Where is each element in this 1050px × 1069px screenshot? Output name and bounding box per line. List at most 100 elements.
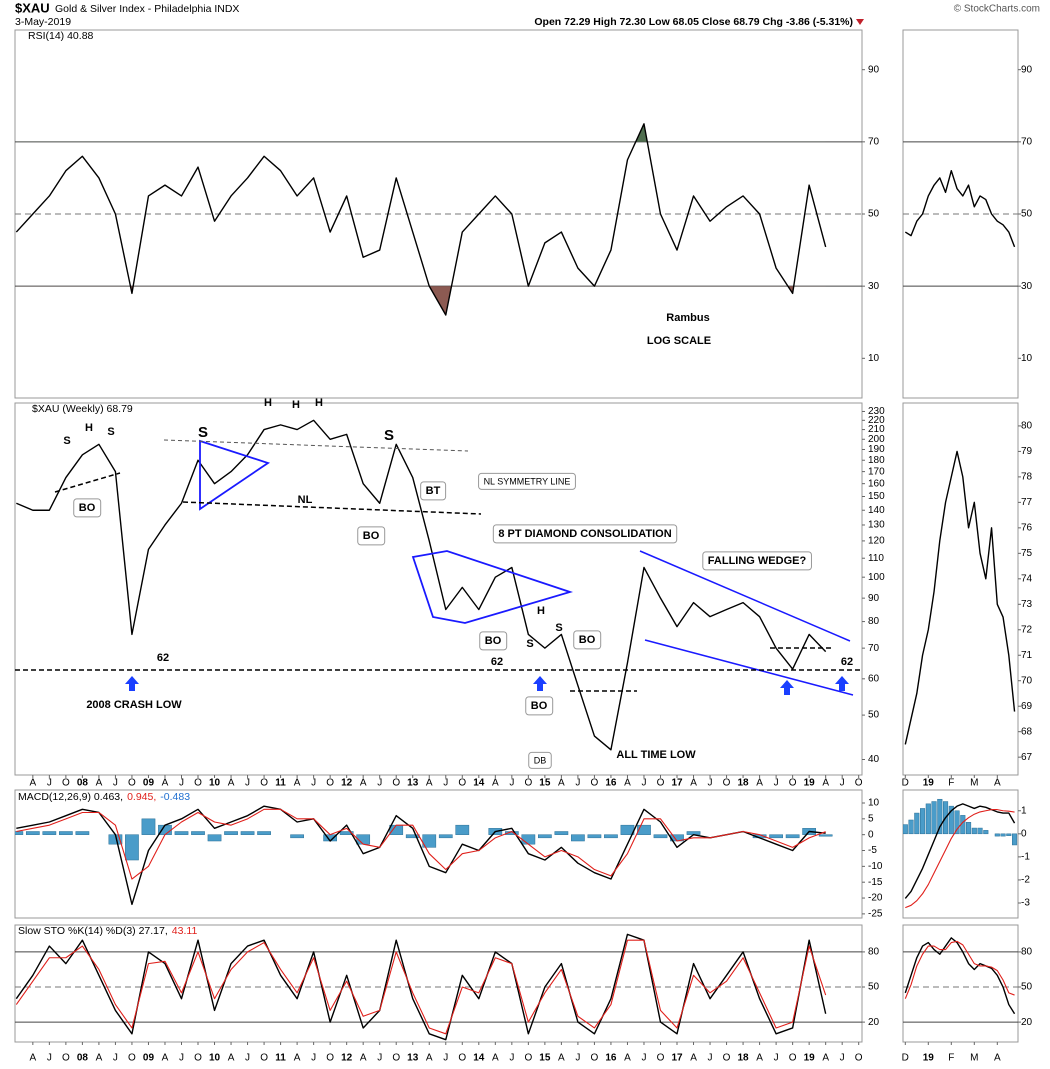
plot-area <box>15 933 827 1041</box>
y-tick-label: 160 <box>868 478 885 489</box>
x-tick-label: F <box>948 778 954 789</box>
y-tick-label: 70 <box>868 643 880 654</box>
y-tick-label: 80 <box>868 947 880 958</box>
histogram-bar <box>75 831 90 835</box>
annotation: S <box>198 424 208 441</box>
blue-arrow <box>125 676 139 691</box>
annotation: 8 PT DIAMOND CONSOLIDATION <box>498 528 671 540</box>
y-tick-label: 110 <box>868 553 884 564</box>
x-tick-label: 13 <box>407 778 419 789</box>
y-tick-label: 130 <box>868 520 885 531</box>
x-tick-label: J <box>47 778 52 789</box>
x-tick-label: 09 <box>143 778 155 789</box>
y-tick-label: 77 <box>1021 497 1033 508</box>
histogram-bar <box>769 834 783 839</box>
histogram-bar <box>604 834 618 839</box>
x-tick-label: O <box>458 1053 466 1064</box>
y-tick-label: 68 <box>1021 726 1033 737</box>
blue-arrow <box>533 676 547 691</box>
x-tick-label: 18 <box>738 1053 750 1064</box>
y-tick-label: 100 <box>868 572 885 583</box>
series-line <box>905 809 1015 909</box>
histogram-bar <box>224 831 238 835</box>
histogram-bar <box>42 831 57 835</box>
y-tick-label: 0 <box>868 829 874 840</box>
x-tick-label: O <box>855 778 863 789</box>
annotation: 2008 CRASH LOW <box>86 699 182 711</box>
x-tick-label: O <box>194 1053 202 1064</box>
histogram-bar <box>954 810 960 835</box>
y-tick-label: 80 <box>868 616 880 627</box>
x-tick-label: A <box>822 778 829 789</box>
annotation: NL SYMMETRY LINE <box>484 476 571 486</box>
x-tick-label: O <box>194 778 202 789</box>
x-tick-label: A <box>558 1053 565 1064</box>
x-tick-label: O <box>855 1053 863 1064</box>
histogram-bar <box>191 831 205 835</box>
x-tick-label: 15 <box>539 1053 551 1064</box>
x-tick-label: 14 <box>473 778 485 789</box>
x-tick-label: O <box>392 1053 400 1064</box>
y-tick-label: 120 <box>868 536 885 547</box>
x-tick-label: A <box>756 778 763 789</box>
x-tick-label: 10 <box>209 778 221 789</box>
annotation: H <box>292 399 300 411</box>
x-tick-label: J <box>840 1053 845 1064</box>
x-tick-label: A <box>994 1053 1001 1064</box>
y-tick-label: 180 <box>868 455 885 466</box>
x-tick-label: 16 <box>605 778 617 789</box>
annotation: S <box>384 427 394 444</box>
x-tick-label: J <box>509 1053 514 1064</box>
x-tick-label: A <box>624 1053 631 1064</box>
wedge-upper <box>639 550 851 642</box>
series-line <box>16 805 826 906</box>
plot-area <box>903 798 1018 909</box>
index-name: Gold & Silver Index - Philadelphia INDX <box>55 3 239 15</box>
x-tick-label: A <box>756 1053 763 1064</box>
y-tick-label: 40 <box>868 754 880 765</box>
x-tick-label: J <box>377 1053 382 1064</box>
y-tick-label: 30 <box>1021 281 1033 292</box>
histogram-bar <box>903 824 908 835</box>
annotation: ALL TIME LOW <box>616 749 696 761</box>
x-tick-label: O <box>326 1053 334 1064</box>
x-tick-label: 19 <box>804 1053 816 1064</box>
x-tick-label: A <box>690 1053 697 1064</box>
plot-area <box>904 170 1016 248</box>
x-tick-label: 12 <box>341 778 353 789</box>
source: © StockCharts.com <box>954 4 1040 15</box>
down-arrow <box>856 19 864 25</box>
x-tick-label: J <box>708 1053 713 1064</box>
y-tick-label: -3 <box>1021 898 1030 909</box>
x-tick-label: F <box>948 1053 954 1064</box>
panel-frame <box>902 402 1019 776</box>
y-tick-label: 76 <box>1021 522 1033 533</box>
y-tick-label: 60 <box>868 673 880 684</box>
y-tick-label: 220 <box>868 415 885 426</box>
histogram-bar <box>937 798 943 835</box>
x-tick-label: A <box>96 1053 103 1064</box>
x-tick-label: D <box>902 778 909 789</box>
histogram-bar <box>920 808 926 835</box>
panel-frame <box>14 789 863 919</box>
y-tick-label: 79 <box>1021 446 1033 457</box>
x-tick-label: J <box>113 1053 118 1064</box>
histogram-bar <box>977 827 983 835</box>
annotation-box <box>73 498 102 518</box>
histogram-bar <box>240 831 255 835</box>
x-tick-label: O <box>326 778 334 789</box>
y-tick-label: 71 <box>1021 650 1033 661</box>
x-tick-label: J <box>774 778 779 789</box>
y-tick-label: 150 <box>868 491 885 502</box>
annotation-box <box>492 524 678 544</box>
y-tick-label: 50 <box>1021 982 1033 993</box>
price-title: $XAU (Weekly) 68.79 <box>32 403 133 415</box>
wedge-lower <box>644 639 854 696</box>
annotation: BT <box>426 485 441 497</box>
y-tick-label: 69 <box>1021 701 1033 712</box>
y-tick-label: 50 <box>868 710 880 721</box>
x-tick-label: 19 <box>923 1053 935 1064</box>
histogram-bar <box>438 834 453 839</box>
y-tick-label: 90 <box>868 593 880 604</box>
